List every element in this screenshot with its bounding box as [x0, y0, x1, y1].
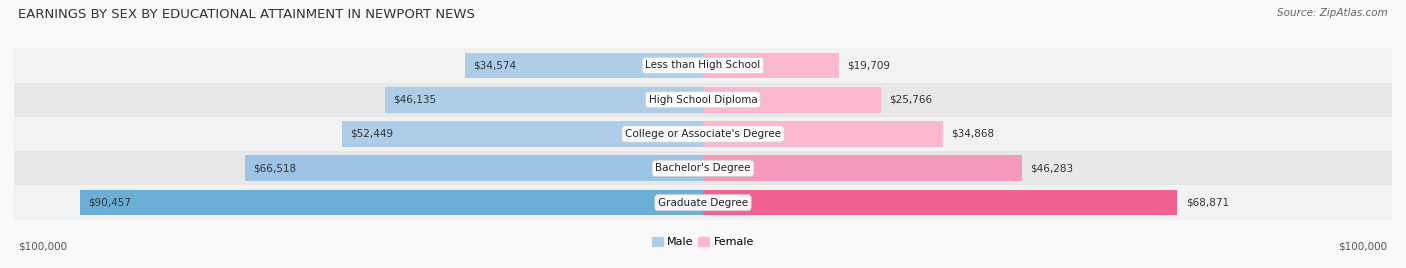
Legend: Male, Female: Male, Female [647, 233, 759, 252]
Bar [14, 48, 1392, 83]
Text: EARNINGS BY SEX BY EDUCATIONAL ATTAINMENT IN NEWPORT NEWS: EARNINGS BY SEX BY EDUCATIONAL ATTAINMEN… [18, 8, 475, 21]
Text: High School Diploma: High School Diploma [648, 95, 758, 105]
Bar [703, 53, 839, 78]
Text: $90,457: $90,457 [89, 198, 131, 208]
Bar [703, 121, 943, 147]
Bar [14, 83, 1392, 117]
Bar [14, 117, 1392, 151]
Text: Less than High School: Less than High School [645, 60, 761, 70]
Text: $66,518: $66,518 [253, 163, 297, 173]
Bar [703, 87, 880, 113]
Text: $34,868: $34,868 [952, 129, 994, 139]
Text: College or Associate's Degree: College or Associate's Degree [626, 129, 780, 139]
Bar [703, 190, 1177, 215]
Bar [703, 155, 1022, 181]
Bar [342, 121, 703, 147]
Text: $19,709: $19,709 [846, 60, 890, 70]
Text: $46,135: $46,135 [394, 95, 436, 105]
Text: $46,283: $46,283 [1031, 163, 1073, 173]
Bar [245, 155, 703, 181]
Bar [14, 151, 1392, 185]
Text: Graduate Degree: Graduate Degree [658, 198, 748, 208]
Text: Source: ZipAtlas.com: Source: ZipAtlas.com [1277, 8, 1388, 18]
Bar [80, 190, 703, 215]
Text: $34,574: $34,574 [472, 60, 516, 70]
Bar [385, 87, 703, 113]
Text: $100,000: $100,000 [18, 242, 67, 252]
Bar [465, 53, 703, 78]
Text: Bachelor's Degree: Bachelor's Degree [655, 163, 751, 173]
Text: $25,766: $25,766 [889, 95, 932, 105]
Bar [14, 185, 1392, 220]
Text: $52,449: $52,449 [350, 129, 394, 139]
Text: $68,871: $68,871 [1185, 198, 1229, 208]
Text: $100,000: $100,000 [1339, 242, 1388, 252]
